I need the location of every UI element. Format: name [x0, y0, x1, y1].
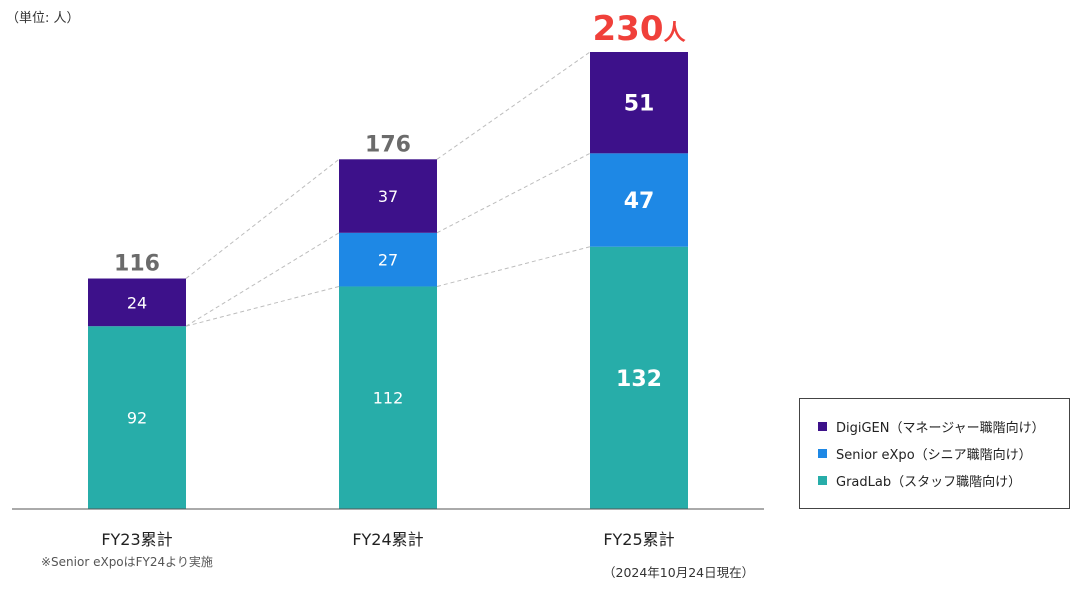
connector-line-2-2 — [436, 152, 591, 234]
bar-segment-gradlab-1 — [88, 326, 186, 509]
data-label-senior-expo-3: 47 — [624, 189, 655, 214]
connector-line-1-2 — [185, 232, 340, 327]
legend-item-digigen: DigiGEN（マネージャー職階向け） — [818, 413, 1069, 440]
unit-label: （単位: 人） — [6, 10, 80, 26]
bar-segment-senior-expo-3 — [590, 153, 688, 247]
bars-group: 92 24 116 112 27 37 176 132 47 51 230人 — [88, 9, 688, 509]
bar-segment-senior-expo-2 — [339, 232, 437, 287]
total-label-1: 116 — [114, 252, 160, 277]
legend: DigiGEN（マネージャー職階向け） Senior eXpo（シニア職階向け）… — [799, 398, 1070, 509]
data-label-gradlab-3: 132 — [616, 367, 662, 392]
legend-label-senior-expo: Senior eXpo（シニア職階向け） — [836, 448, 1032, 463]
x-axis-labels: FY23累計 FY24累計 FY25累計 — [101, 530, 674, 549]
note-senior-expo: ※Senior eXpoはFY24より実施 — [41, 554, 213, 569]
legend-swatch-digigen — [818, 422, 827, 431]
legend-item-gradlab: GradLab（スタッフ職階向け） — [818, 467, 1069, 494]
x-tick-label-2: FY24累計 — [352, 530, 423, 549]
data-label-digigen-1: 24 — [127, 293, 147, 312]
bar-segment-digigen-1 — [88, 278, 186, 327]
bar-segment-digigen-3 — [590, 52, 688, 154]
data-label-gradlab-2: 112 — [373, 389, 404, 408]
legend-item-senior-expo: Senior eXpo（シニア職階向け） — [818, 440, 1069, 467]
connector-line-2-1 — [436, 246, 591, 287]
bar-segment-gradlab-3 — [590, 246, 688, 509]
data-label-digigen-2: 37 — [378, 187, 398, 206]
data-label-digigen-3: 51 — [624, 92, 655, 117]
bar-segment-digigen-2 — [339, 159, 437, 233]
x-tick-label-3: FY25累計 — [603, 530, 674, 549]
legend-swatch-senior-expo — [818, 449, 827, 458]
connector-line-2-3 — [436, 51, 591, 160]
total-label-2: 176 — [365, 132, 411, 157]
connector-line-1-1 — [185, 285, 340, 327]
legend-label-gradlab: GradLab（スタッフ職階向け） — [836, 475, 1022, 490]
data-label-gradlab-1: 92 — [127, 409, 147, 428]
connector-lines — [185, 51, 591, 327]
legend-swatch-gradlab — [818, 476, 827, 485]
connector-line-1-3 — [185, 158, 340, 279]
legend-label-digigen: DigiGEN（マネージャー職階向け） — [836, 421, 1045, 436]
bar-segment-gradlab-2 — [339, 286, 437, 509]
data-label-senior-expo-2: 27 — [378, 251, 398, 270]
note-as-of-date: （2024年10月24日現在） — [603, 565, 754, 580]
x-tick-label-1: FY23累計 — [101, 530, 172, 549]
total-label-3: 230人 — [593, 9, 686, 49]
